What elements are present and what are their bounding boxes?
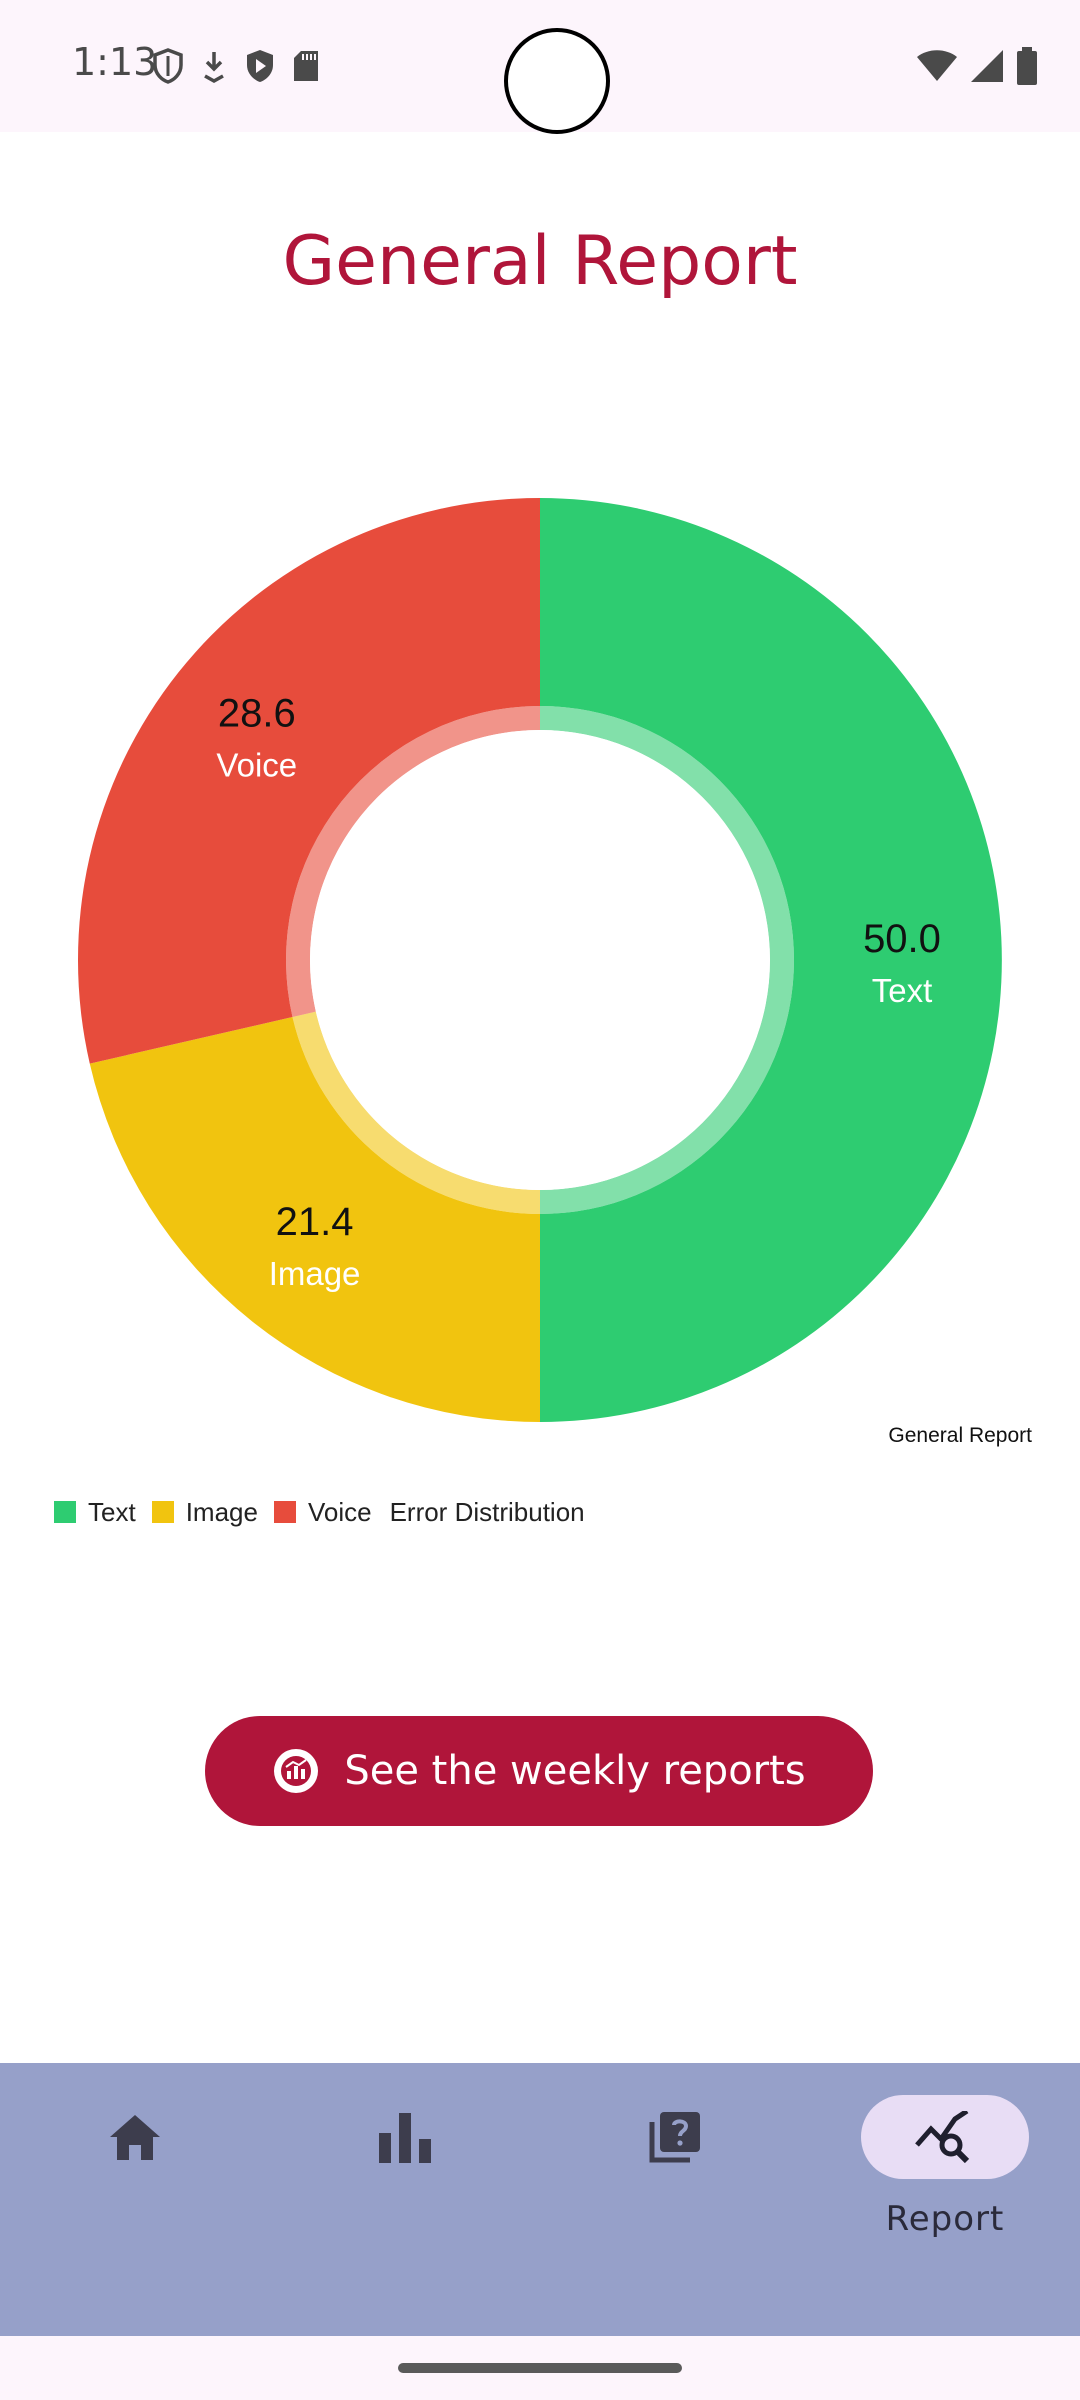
slice-voice[interactable] [78, 498, 540, 1064]
legend-swatch-image [151, 1501, 174, 1523]
legend-label-text: Text [88, 1496, 136, 1527]
nav-item-home[interactable] [0, 2063, 270, 2336]
slice-name-label-text: Text [872, 972, 933, 1009]
weekly-reports-label: See the weekly reports [344, 1748, 806, 1794]
donut-chart: 50.0 Text 21.4 Image 28.6 Voice General Repor… [0, 480, 1080, 1460]
camera-cutout [504, 28, 610, 134]
play-shield-icon [247, 50, 273, 82]
report-badge-icon [274, 1749, 319, 1793]
download-arrow-icon [204, 52, 224, 84]
weekly-reports-button[interactable]: See the weekly reports [205, 1716, 873, 1826]
chart-description-label: General Report [888, 1424, 1032, 1447]
page-title: General Report [282, 222, 798, 301]
home-icon [110, 2115, 160, 2160]
nav-item-report[interactable]: Report [810, 2063, 1080, 2336]
legend-swatch-voice [273, 1501, 296, 1523]
question-library-icon [649, 2112, 700, 2163]
legend-label-voice: Voice [307, 1496, 372, 1527]
slice-name-label-image: Image [269, 1255, 361, 1292]
status-bar: 1:13 [0, 0, 1080, 134]
trend-search-icon [915, 2111, 970, 2163]
status-time: 1:13 [72, 40, 158, 84]
legend-item-text: Text [54, 1497, 136, 1528]
sd-card-icon [294, 51, 318, 81]
nav-icon-container [591, 2095, 759, 2179]
slice-inner-ring-voice [285, 706, 540, 1017]
wifi-icon [917, 50, 957, 81]
donut-chart-svg: 50.0 Text 21.4 Image 28.6 Voice General Repor… [78, 498, 1032, 1447]
slice-image[interactable] [89, 1016, 540, 1422]
nav-icon-container [321, 2095, 489, 2179]
nav-item-quiz[interactable] [540, 2063, 810, 2336]
shield-outline-icon [153, 48, 183, 84]
bottom-navigation: Report [0, 2063, 1080, 2336]
bar-chart-icon [379, 2113, 431, 2163]
nav-active-indicator [861, 2095, 1029, 2179]
legend-description: Error Distribution [389, 1496, 585, 1527]
slice-value-label-voice: 28.6 [218, 692, 296, 736]
legend-label-image: Image [185, 1496, 258, 1527]
legend-item-voice: Voice [273, 1496, 372, 1528]
battery-icon [1017, 47, 1037, 85]
gesture-handle[interactable] [398, 2363, 682, 2373]
donut-hole [310, 730, 770, 1190]
nav-label-report: Report [885, 2199, 1005, 2239]
slice-value-label-text: 50.0 [863, 917, 941, 961]
legend-item-image: Image [151, 1496, 258, 1528]
slice-text[interactable] [540, 498, 1002, 1422]
nav-item-stats[interactable] [270, 2063, 540, 2336]
slice-value-label-image: 21.4 [276, 1200, 354, 1244]
status-icons-left [152, 44, 320, 88]
chart-legend: Text Image Voice Error Distribution [54, 1494, 585, 1530]
legend-swatch-text [54, 1501, 76, 1523]
status-icons-right [916, 44, 1038, 88]
slice-inner-ring-image [292, 1011, 540, 1214]
nav-icon-container [51, 2095, 219, 2179]
signal-icon [971, 50, 1003, 82]
slice-name-label-voice: Voice [216, 747, 297, 784]
